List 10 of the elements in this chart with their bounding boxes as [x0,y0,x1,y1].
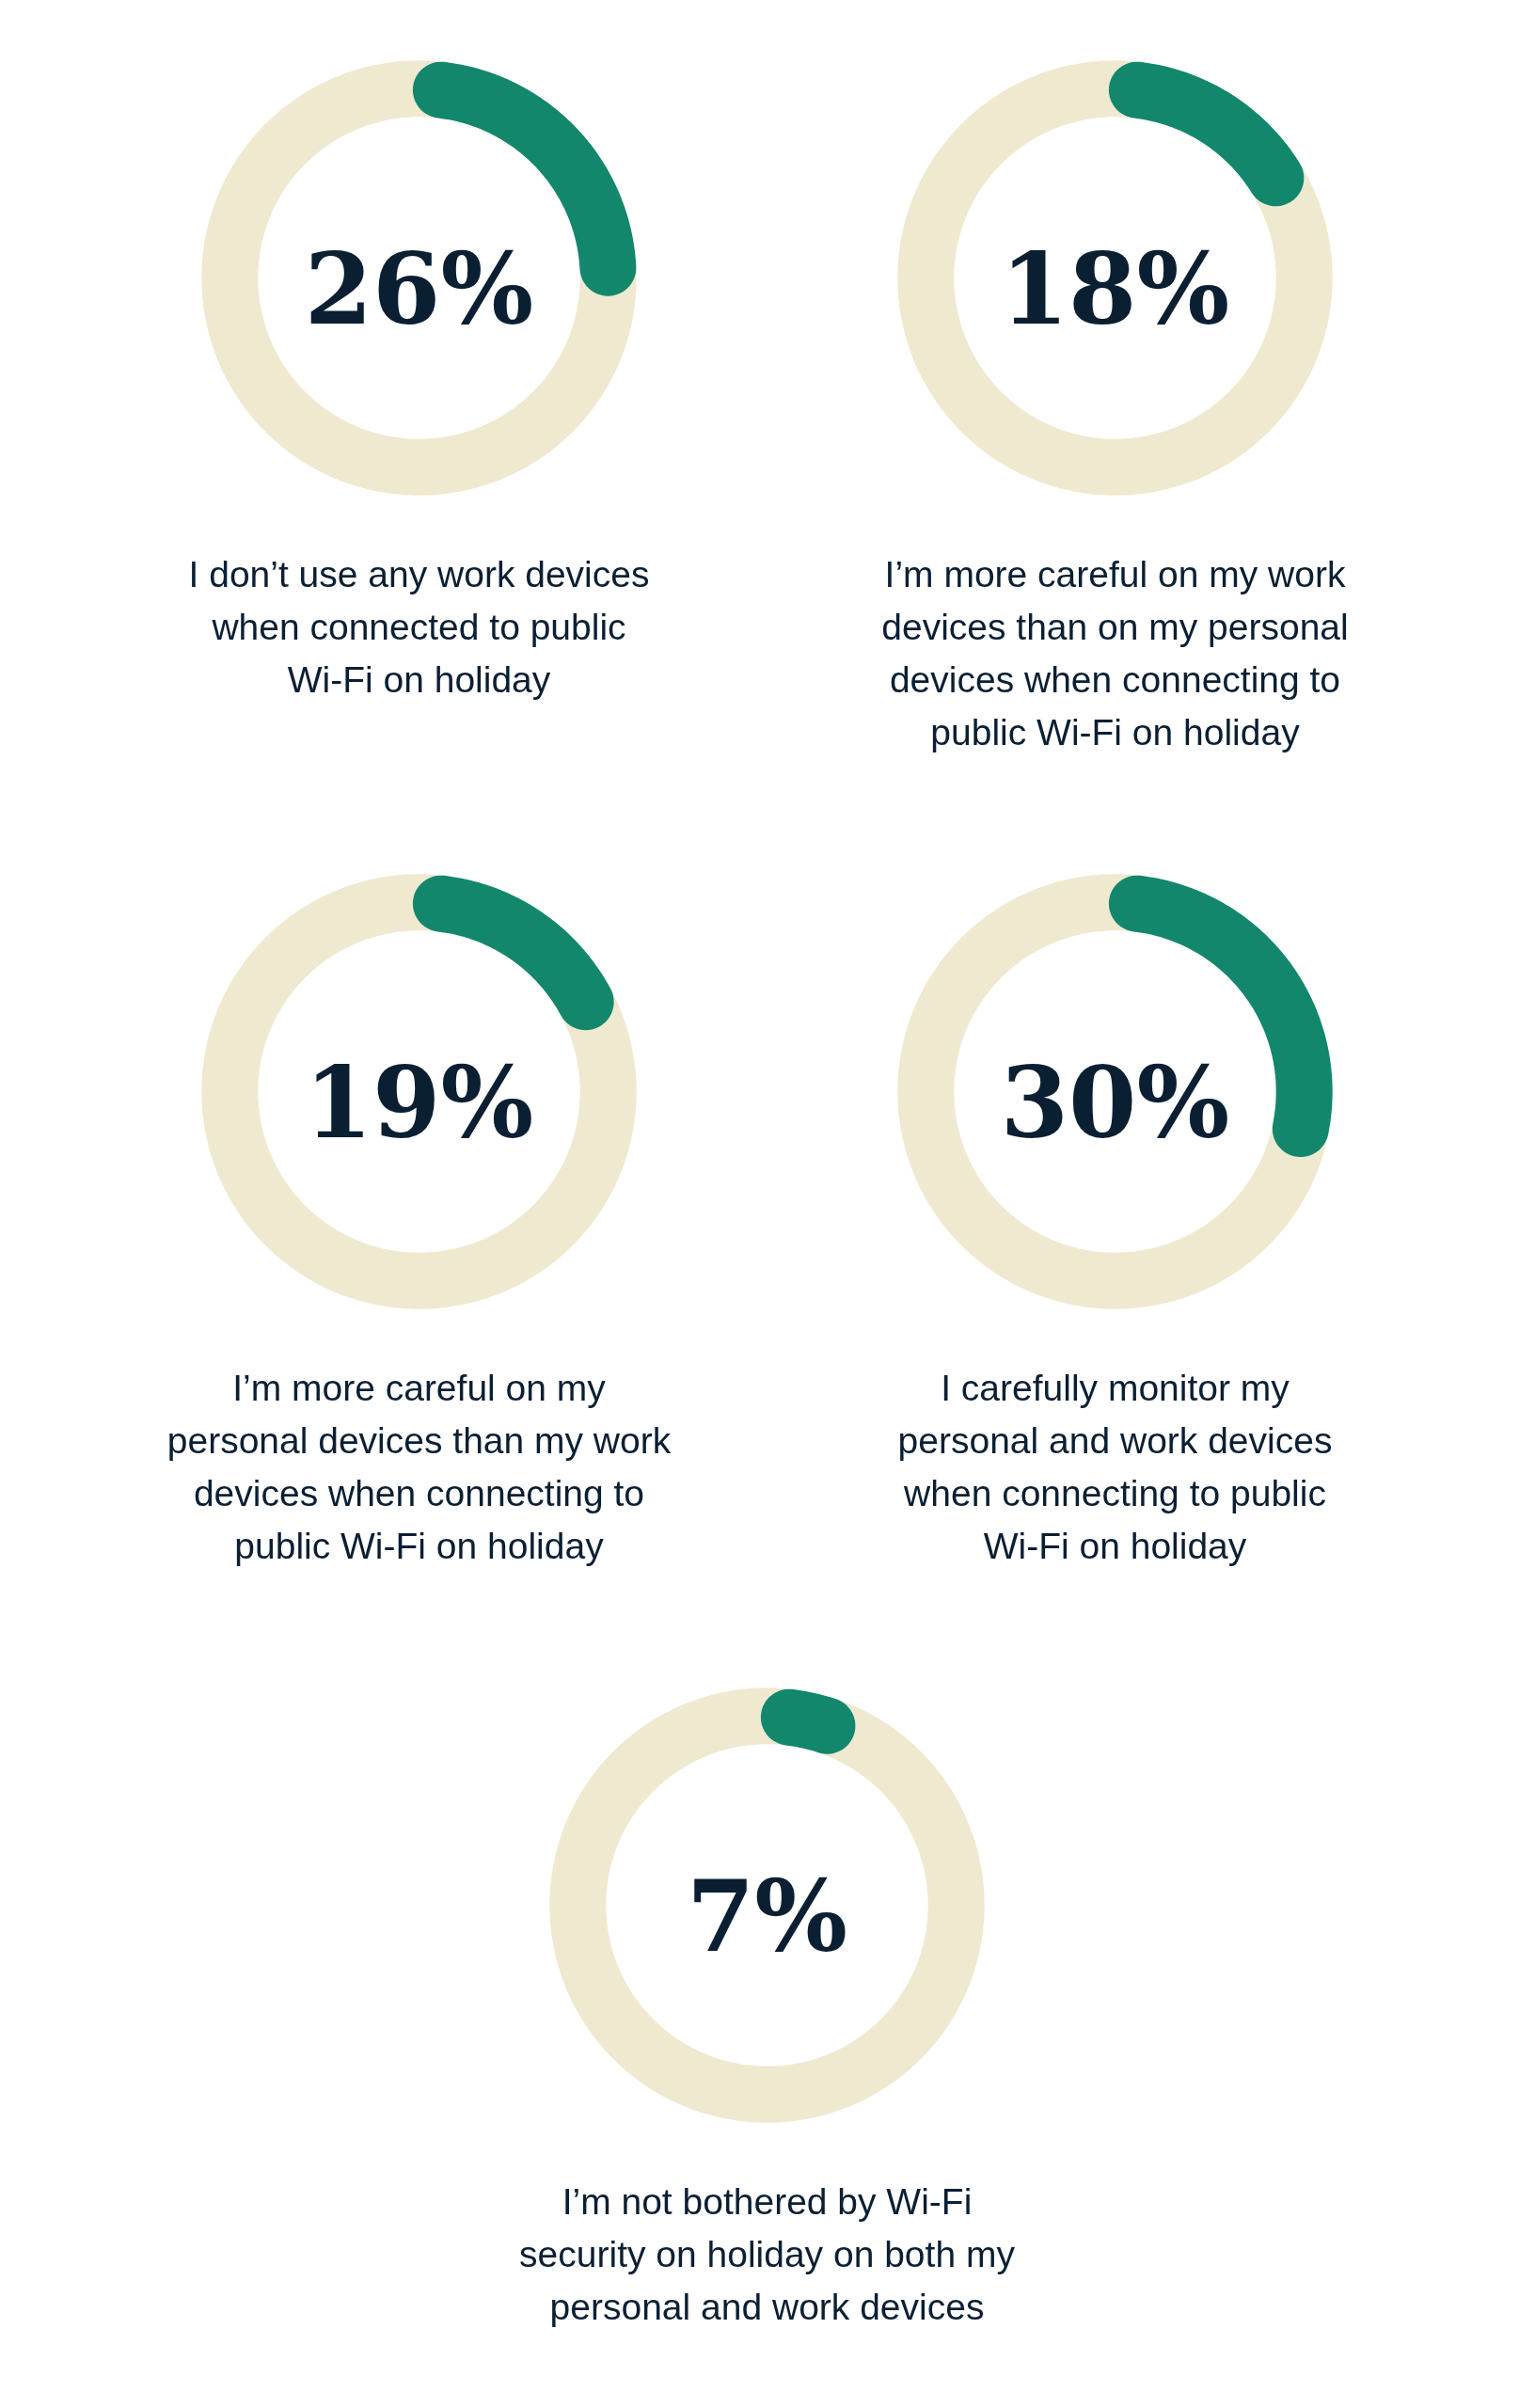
text: 18% [1000,230,1230,347]
text: I don’t use any work devices when connected to public Wi-Fi on holiday [188,554,650,700]
text: I’m more careful on my work devices than on my personal devices when connecting to public Wi-Fi on holiday [881,554,1349,752]
text: I’m more careful on my personal devices than my work devices when connecting to public Wi-Fi on holiday [166,1368,672,1566]
text: I carefully monitor my personal and work devices when connecting to public Wi-Fi on holiday [897,1368,1333,1566]
text: 7% [686,1858,848,1974]
text: 19% [304,1044,534,1161]
text: I’m not bothered by Wi-Fi security on holiday on both my personal and work devices [519,2181,1016,2327]
text: 26% [304,230,534,347]
text: 30% [1000,1044,1230,1161]
